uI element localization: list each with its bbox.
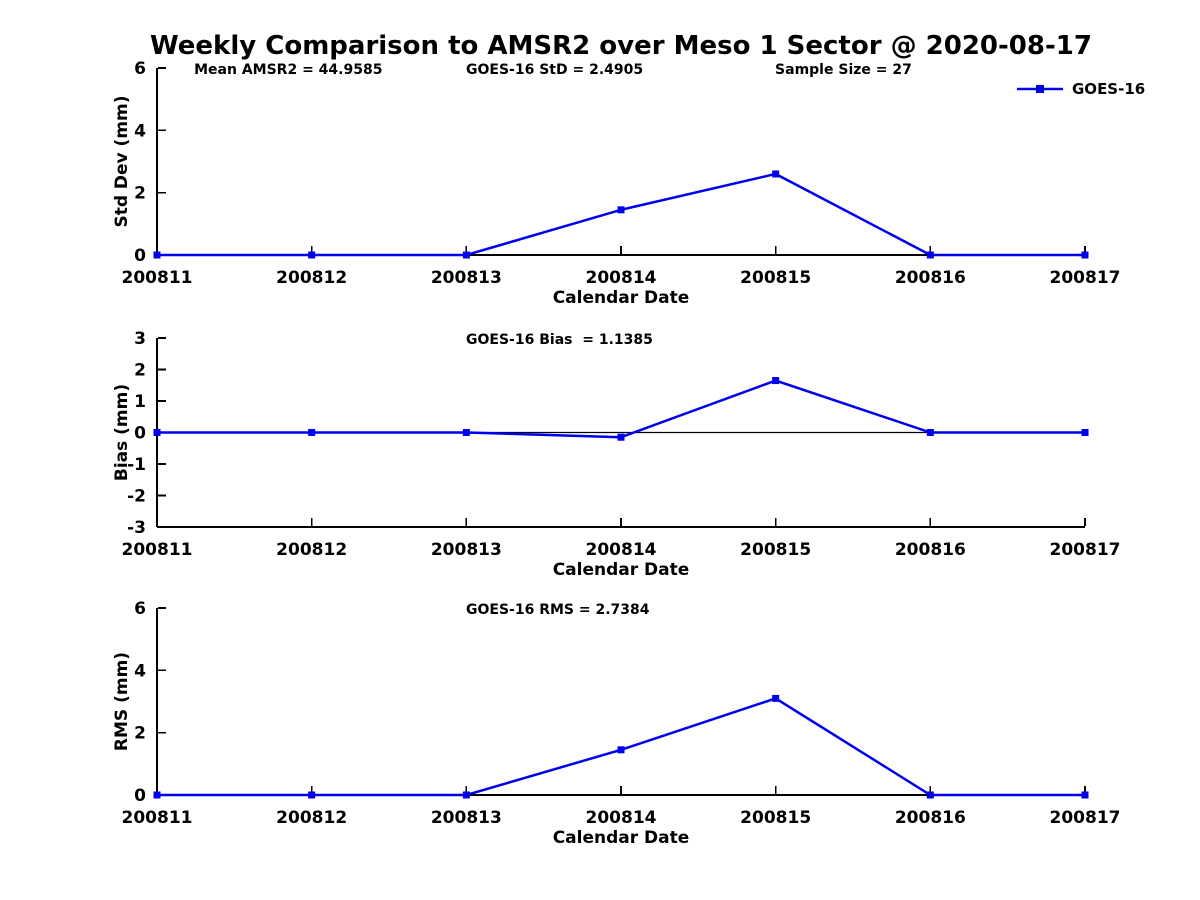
data-point-marker <box>153 791 161 799</box>
stat-annotation: GOES-16 RMS = 2.7384 <box>466 602 650 618</box>
x-tick-label: 200814 <box>586 268 657 288</box>
data-point-marker <box>308 791 316 799</box>
y-tick-label: 4 <box>134 121 146 141</box>
data-point-marker <box>772 377 780 385</box>
y-tick-label: 1 <box>134 392 146 412</box>
x-tick-label: 200815 <box>740 540 811 560</box>
stat-annotation: GOES-16 Bias = 1.1385 <box>466 332 653 348</box>
data-point-marker <box>462 251 470 259</box>
y-axis-label: Std Dev (mm) <box>112 95 132 227</box>
y-tick-label: 6 <box>134 599 146 619</box>
x-tick-label: 200817 <box>1050 268 1121 288</box>
legend-marker <box>1036 85 1044 93</box>
x-tick-label: 200815 <box>740 268 811 288</box>
x-tick-label: 200812 <box>276 540 347 560</box>
data-point-marker <box>1081 429 1089 436</box>
data-point-marker <box>308 429 316 436</box>
stat-annotation: Sample Size = 27 <box>775 62 912 78</box>
data-point-marker <box>772 170 780 178</box>
data-point-marker <box>153 251 161 259</box>
x-tick-label: 200816 <box>895 268 966 288</box>
data-point-marker <box>926 791 934 799</box>
data-point-marker <box>926 429 934 436</box>
data-point-marker <box>153 429 161 436</box>
y-tick-label: 0 <box>134 424 146 444</box>
figure-title: Weekly Comparison to AMSR2 over Meso 1 S… <box>150 31 1092 61</box>
x-tick-label: 200813 <box>431 540 502 560</box>
data-point-marker <box>1081 791 1089 799</box>
legend-label: GOES-16 <box>1072 80 1145 98</box>
y-tick-label: 2 <box>134 724 146 744</box>
x-axis-label: Calendar Date <box>553 560 690 580</box>
x-tick-label: 200811 <box>122 808 193 828</box>
x-tick-label: 200811 <box>122 268 193 288</box>
data-point-marker <box>617 746 625 754</box>
y-axis-label: Bias (mm) <box>112 384 132 481</box>
y-tick-label: -2 <box>127 487 146 507</box>
y-tick-label: 6 <box>134 59 146 79</box>
y-tick-label: 0 <box>134 246 146 266</box>
x-axis-label: Calendar Date <box>553 828 690 848</box>
x-axis-label: Calendar Date <box>553 288 690 308</box>
x-tick-label: 200814 <box>586 808 657 828</box>
y-axis-label: RMS (mm) <box>112 652 132 751</box>
stat-annotation: GOES-16 StD = 2.4905 <box>466 62 643 78</box>
x-tick-label: 200814 <box>586 540 657 560</box>
y-tick-label: -1 <box>127 455 146 475</box>
y-tick-label: 0 <box>134 786 146 806</box>
series-line <box>157 379 1085 439</box>
data-point-marker <box>308 251 316 259</box>
x-tick-label: 200813 <box>431 808 502 828</box>
subplot-std-dev: 0 2 4 6 200811 200812 200813 200814 200815 200816… <box>112 59 1145 308</box>
data-point-marker <box>926 251 934 259</box>
data-point-marker <box>1081 251 1089 259</box>
data-point-marker <box>772 694 780 702</box>
x-tick-label: 200813 <box>431 268 502 288</box>
x-tick-label: 200816 <box>895 540 966 560</box>
data-point-marker <box>617 433 625 441</box>
x-tick-label: 200812 <box>276 808 347 828</box>
stat-annotation: Mean AMSR2 = 44.9585 <box>194 62 382 78</box>
y-tick-label: -3 <box>127 518 146 538</box>
data-point-marker <box>617 206 625 214</box>
y-tick-label: 2 <box>134 184 146 204</box>
y-tick-label: 2 <box>134 361 146 381</box>
data-point-marker <box>462 791 470 799</box>
x-tick-label: 200811 <box>122 540 193 560</box>
y-tick-label: 4 <box>134 661 146 681</box>
subplot-rms: 0 2 4 6 200811 200812 200813 200814 200815 200816… <box>112 599 1120 848</box>
x-tick-label: 200812 <box>276 268 347 288</box>
series-line <box>157 172 1085 257</box>
y-tick-label: 3 <box>134 329 146 349</box>
x-tick-label: 200817 <box>1050 540 1121 560</box>
data-point-marker <box>462 429 470 436</box>
x-tick-label: 200815 <box>740 808 811 828</box>
legend: GOES-16 <box>1017 80 1145 98</box>
x-tick-label: 200816 <box>895 808 966 828</box>
x-tick-label: 200817 <box>1050 808 1121 828</box>
